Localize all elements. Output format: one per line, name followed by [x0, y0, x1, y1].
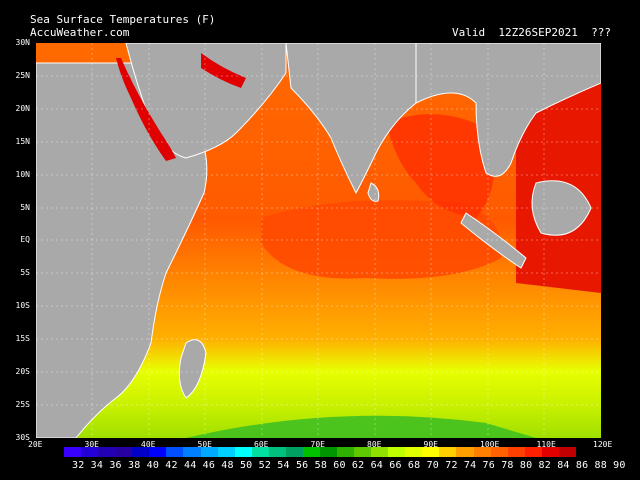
lon-label: 100E — [480, 440, 500, 449]
lat-label: 5N — [20, 202, 30, 212]
legend-swatch — [149, 447, 167, 457]
lat-label: 20N — [15, 103, 30, 113]
lat-label: 5S — [20, 268, 30, 278]
persian-gulf — [201, 53, 246, 88]
red-sea — [116, 58, 176, 161]
valid-suffix: ??? — [591, 26, 611, 39]
cool-band — [186, 415, 536, 438]
lat-label: 25N — [15, 70, 30, 80]
legend-swatch — [132, 447, 150, 457]
valid-time: 12Z26SEP2021 — [498, 26, 578, 39]
legend-swatch — [64, 447, 82, 457]
legend-swatch — [371, 447, 389, 457]
lon-label: 110E — [536, 440, 556, 449]
lat-label: 20S — [15, 367, 30, 376]
lat-label: 10S — [15, 301, 30, 311]
legend-swatch — [200, 447, 218, 457]
legend-swatch — [422, 447, 440, 457]
legend-swatch — [524, 447, 542, 457]
legend-swatch — [251, 447, 269, 457]
lat-label: 30S — [15, 432, 30, 442]
legend-swatch — [98, 447, 116, 457]
map-title: Sea Surface Temperatures (F) — [30, 13, 216, 26]
arabia — [125, 43, 287, 159]
legend-swatch — [558, 447, 576, 457]
bay-of-bengal-hot — [386, 114, 494, 218]
valid-time-label: Valid 12Z26SEP2021 ??? — [452, 27, 611, 39]
legend-swatch — [166, 447, 184, 457]
lon-label: 80E — [367, 440, 382, 449]
legend-swatch — [337, 447, 355, 457]
lon-label: 60E — [254, 440, 269, 449]
madagascar — [178, 339, 207, 399]
legend-swatch — [268, 447, 286, 457]
southeast-asia — [415, 43, 601, 177]
sri-lanka — [367, 182, 380, 202]
lon-label: 40E — [141, 440, 156, 449]
lon-label: 70E — [310, 440, 325, 449]
lat-label: 30N — [15, 38, 30, 47]
lon-label: 90E — [423, 440, 438, 449]
legend-swatch — [115, 447, 133, 457]
legend-swatch — [405, 447, 423, 457]
legend-swatch — [354, 447, 372, 457]
lat-label: 25S — [15, 399, 30, 409]
lat-label: 15S — [15, 334, 30, 344]
legend-swatch — [541, 447, 559, 457]
sumatra — [460, 212, 527, 269]
lat-label: 15N — [15, 136, 30, 146]
legend-swatch — [456, 447, 474, 457]
lat-label: EQ — [20, 235, 30, 245]
legend-swatch — [507, 447, 525, 457]
lon-label: 50E — [197, 440, 212, 449]
legend-swatch — [490, 447, 508, 457]
lat-label: 10N — [15, 169, 30, 179]
legend-swatch — [473, 447, 491, 457]
legend-swatch — [217, 447, 235, 457]
legend-swatch — [183, 447, 201, 457]
source-label: AccuWeather.com — [30, 26, 130, 39]
legend-swatch — [302, 447, 320, 457]
lon-label: 20E — [28, 440, 43, 449]
valid-label: Valid — [452, 26, 486, 39]
legend-swatch — [388, 447, 406, 457]
legend-color-bar — [64, 447, 576, 457]
sst-map — [36, 43, 601, 438]
legend-swatch — [319, 447, 337, 457]
warm-pool — [261, 200, 502, 279]
sst-map-svg — [36, 43, 601, 438]
legend-swatch — [81, 447, 99, 457]
lon-label: 120E — [593, 440, 613, 449]
legend-swatch — [439, 447, 457, 457]
legend-swatch — [285, 447, 303, 457]
legend-values: 32 34 36 38 40 42 44 46 48 50 52 54 56 5… — [72, 460, 626, 471]
legend-swatch — [234, 447, 252, 457]
lon-label: 30E — [84, 440, 99, 449]
graticule — [36, 43, 601, 438]
